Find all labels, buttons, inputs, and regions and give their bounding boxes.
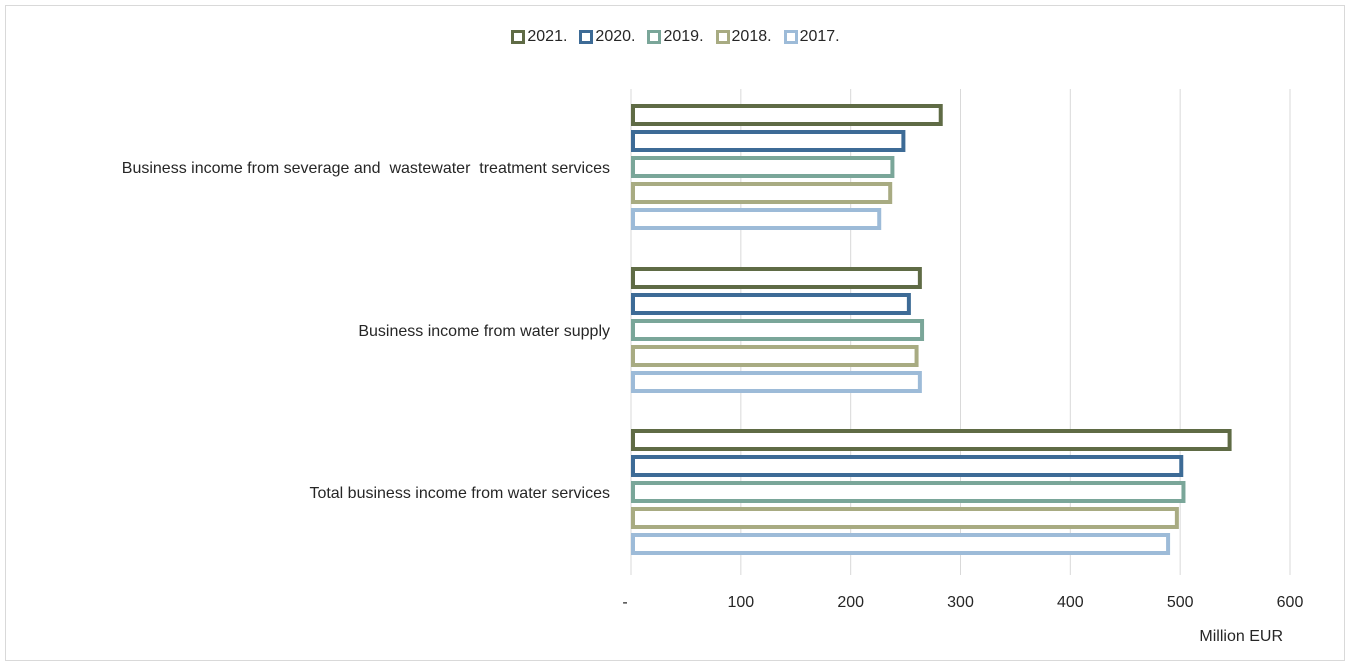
bar [631, 104, 943, 126]
bar [631, 267, 922, 289]
x-tick-label: 600 [1277, 594, 1304, 611]
legend-label: 2019. [663, 28, 704, 45]
category-label: Total business income from water service… [309, 485, 610, 502]
legend-item: 2018. [715, 28, 772, 46]
bar [631, 130, 906, 152]
legend-swatch [511, 30, 526, 44]
bar [631, 455, 1184, 477]
x-tick-label: 300 [947, 594, 974, 611]
legend-label: 2017. [799, 28, 840, 45]
legend-label: 2020. [595, 28, 636, 45]
legend-label: 2021. [527, 28, 568, 45]
category-label: Business income from water supply [358, 323, 610, 340]
bar [631, 371, 922, 393]
x-tick-label: 100 [727, 594, 754, 611]
bar [631, 507, 1179, 529]
bar [631, 293, 911, 315]
x-tick-label: 500 [1167, 594, 1194, 611]
legend-label: 2018. [731, 28, 772, 45]
bar [631, 182, 893, 204]
x-tick-label: 400 [1057, 594, 1084, 611]
x-tick-labels: - 100 200 300 400 500 600 [622, 594, 1303, 611]
bars [631, 104, 1232, 555]
bar [631, 208, 882, 230]
category-labels: Business income from severage and wastew… [122, 160, 610, 502]
bar [631, 481, 1186, 503]
legend-swatch [647, 30, 662, 44]
category-label: Business income from severage and wastew… [122, 160, 610, 177]
legend-swatch [579, 30, 594, 44]
legend-swatch [715, 30, 730, 44]
legend-swatch [783, 30, 798, 44]
bar [631, 319, 925, 341]
legend: 2021. 2020. 2019. 2018. 2017. [0, 28, 1351, 46]
bar [631, 533, 1171, 555]
x-tick-label: 200 [837, 594, 864, 611]
legend-item: 2020. [579, 28, 635, 46]
legend-item: 2021. [511, 28, 567, 46]
legend-item: 2017. [783, 28, 840, 46]
bar [631, 156, 895, 178]
bar [631, 345, 919, 367]
bar [631, 429, 1232, 451]
x-tick-label: - [622, 594, 627, 611]
x-axis-title: Million EUR [1199, 628, 1283, 645]
legend-item: 2019. [647, 28, 704, 46]
